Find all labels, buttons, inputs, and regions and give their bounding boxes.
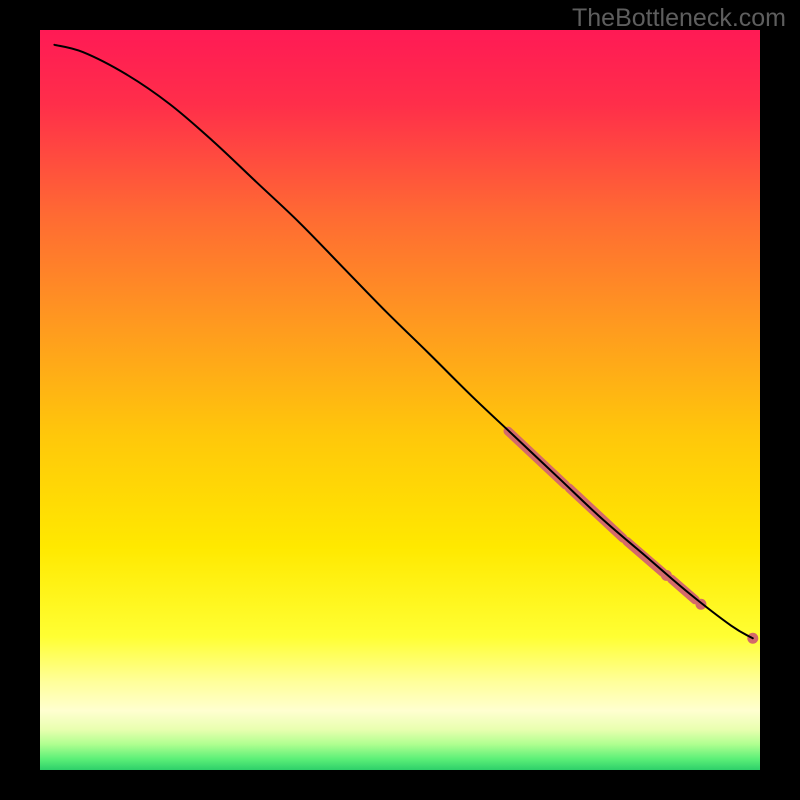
watermark-label: TheBottleneck.com [572,4,786,33]
chart-canvas [0,0,800,800]
chart-background [40,30,760,770]
chart-svg [0,0,800,800]
